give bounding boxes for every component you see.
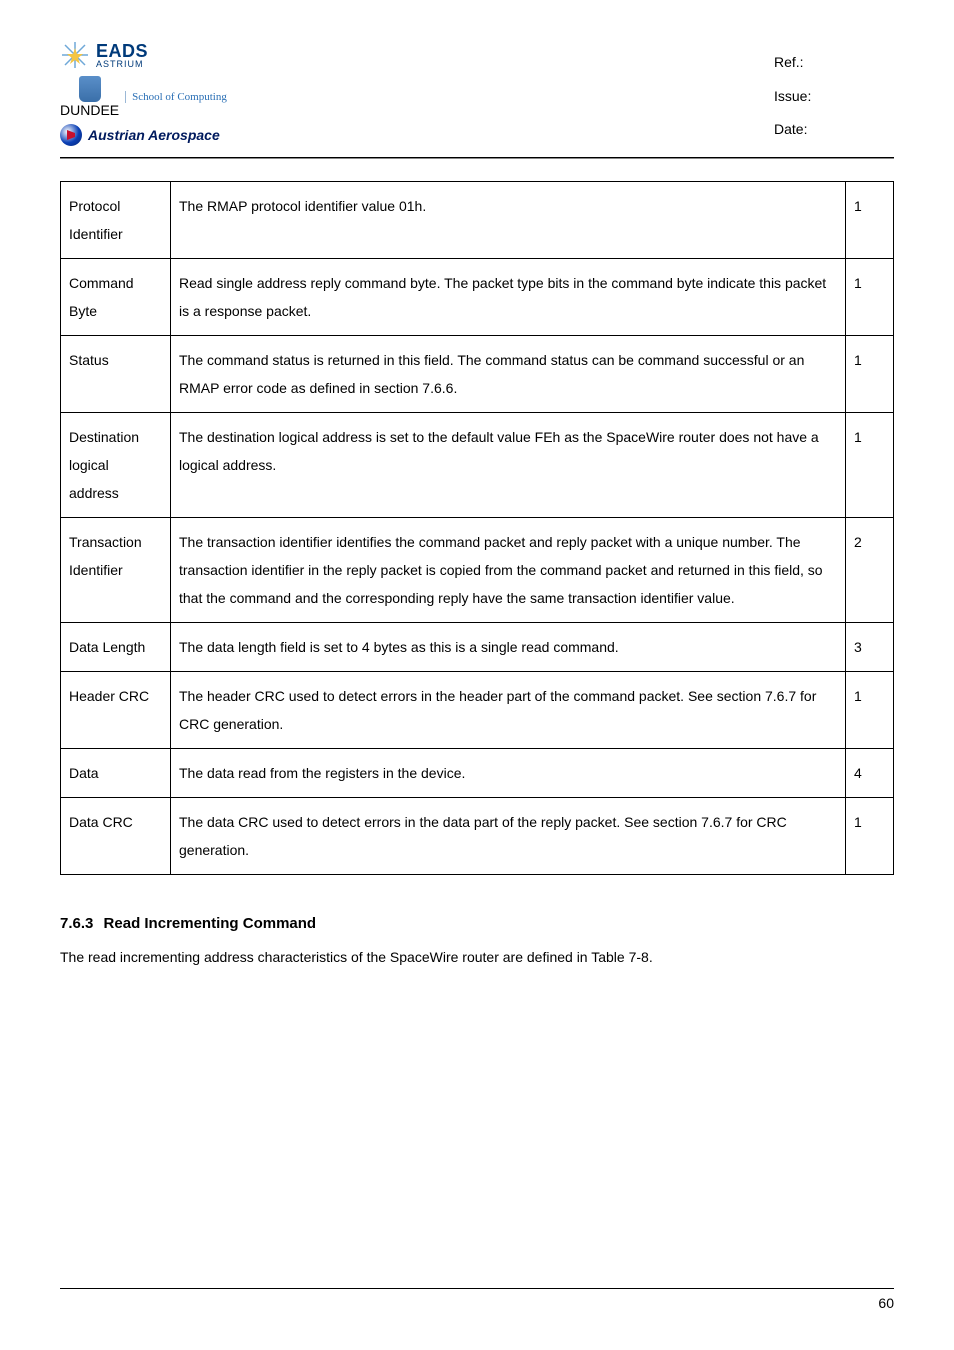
eads-logo: EADS ASTRIUM [60,40,227,70]
issue-label: Issue: [774,80,894,114]
page-number: 60 [878,1295,894,1311]
section-heading: 7.6.3 Read Incrementing Command [60,915,894,932]
field-name: Command Byte [61,258,171,335]
field-size: 1 [846,412,894,517]
field-name: ProtocolIdentifier [61,181,171,258]
table-row: StatusThe command status is returned in … [61,335,894,412]
section-number: 7.6.3 [60,915,93,932]
field-desc: The data length field is set to 4 bytes … [171,622,846,671]
field-desc: The header CRC used to detect errors in … [171,671,846,748]
table-row: Command ByteRead single address reply co… [61,258,894,335]
field-size: 3 [846,622,894,671]
field-desc: Read single address reply command byte. … [171,258,846,335]
doc-meta: Ref.: Issue: Date: [774,40,894,147]
shield-icon [79,76,101,102]
school-logo: DUNDEE School of Computing [60,76,227,118]
header-rule-2 [60,158,894,159]
table-row: DataThe data read from the registers in … [61,748,894,797]
field-desc: The transaction identifier identifies th… [171,517,846,622]
field-size: 1 [846,181,894,258]
field-size: 1 [846,797,894,874]
field-desc: The data read from the registers in the … [171,748,846,797]
table-row: DestinationlogicaladdressThe destination… [61,412,894,517]
field-size: 4 [846,748,894,797]
field-name: Header CRC [61,671,171,748]
field-size: 2 [846,517,894,622]
eads-text: EADS [96,42,148,60]
field-desc: The destination logical address is set t… [171,412,846,517]
field-desc: The data CRC used to detect errors in th… [171,797,846,874]
astrium-text: ASTRIUM [96,60,148,69]
field-name: Status [61,335,171,412]
table-row: Header CRCThe header CRC used to detect … [61,671,894,748]
ref-label: Ref.: [774,46,894,80]
page-header: EADS ASTRIUM DUNDEE School of Computing … [60,40,894,155]
field-name: Destinationlogicaladdress [61,412,171,517]
section-title: Read Incrementing Command [104,915,317,932]
field-name: TransactionIdentifier [61,517,171,622]
field-name: Data CRC [61,797,171,874]
austrian-text: Austrian Aerospace [88,127,220,143]
table-row: Data CRCThe data CRC used to detect erro… [61,797,894,874]
field-desc: The RMAP protocol identifier value 01h. [171,181,846,258]
austrian-logo: Austrian Aerospace [60,124,227,146]
section-body: The read incrementing address characteri… [60,946,894,968]
field-size: 1 [846,335,894,412]
logo-block: EADS ASTRIUM DUNDEE School of Computing … [60,40,227,146]
protocol-table: ProtocolIdentifierThe RMAP protocol iden… [60,181,894,875]
field-name: Data Length [61,622,171,671]
dundee-text: DUNDEE [60,102,119,118]
table-row: TransactionIdentifierThe transaction ide… [61,517,894,622]
school-text: School of Computing [125,91,227,103]
page-footer: 60 [60,1288,894,1311]
field-name: Data [61,748,171,797]
field-size: 1 [846,258,894,335]
table-row: Data LengthThe data length field is set … [61,622,894,671]
globe-icon [60,124,82,146]
date-label: Date: [774,113,894,147]
field-size: 1 [846,671,894,748]
table-row: ProtocolIdentifierThe RMAP protocol iden… [61,181,894,258]
eads-star-icon [60,40,90,70]
field-desc: The command status is returned in this f… [171,335,846,412]
